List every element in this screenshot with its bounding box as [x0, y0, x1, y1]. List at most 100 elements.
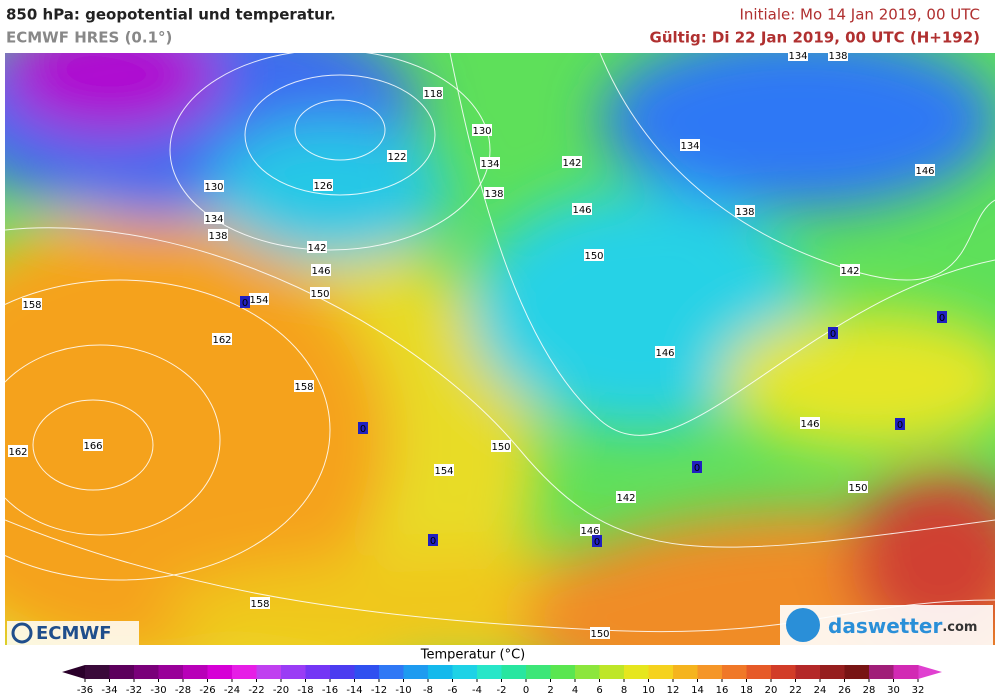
colorbar-tick-label: -34 [101, 685, 117, 696]
contour-label-box [655, 346, 675, 358]
colorbar-tick-label: -24 [224, 685, 240, 696]
model-name: ECMWF HRES (0.1°) [6, 29, 172, 47]
isotherm-label: 0 [242, 298, 248, 309]
colorbar-tick-label: -18 [297, 685, 313, 696]
contour-label-box [915, 164, 935, 176]
contour-label: 118 [423, 89, 442, 100]
colorbar-tick-label: -30 [150, 685, 166, 696]
contour-label: 142 [562, 158, 581, 169]
contour-label: 162 [212, 335, 231, 346]
daswetter-domain: .com [942, 620, 977, 635]
isotherm-label: 0 [830, 329, 836, 340]
isotherm-label: 0 [939, 313, 945, 324]
contour-label-box [788, 49, 808, 61]
colorbar-tick-label: -2 [497, 685, 507, 696]
contour-label: 154 [434, 466, 453, 477]
init-time: Initiale: Mo 14 Jan 2019, 00 UTC [740, 6, 981, 24]
contour-label-box [423, 87, 443, 99]
colorbar-tick-label: 14 [691, 685, 704, 696]
colorbar-tick-label: 6 [596, 685, 602, 696]
contour-label: 158 [250, 599, 269, 610]
contour-label: 146 [800, 419, 819, 430]
colorbar-tick-label: 10 [642, 685, 655, 696]
contour-label: 130 [204, 182, 223, 193]
colorbar-tick-label: 26 [838, 685, 851, 696]
isotherm-label-box [358, 422, 368, 434]
colorbar-bin [697, 665, 723, 679]
contour-label-box [204, 180, 224, 192]
ecmwf-logo: ECMWF [7, 621, 139, 645]
contour-label: 150 [584, 251, 603, 262]
contour-label-box [8, 445, 28, 457]
isotherm-label: 0 [594, 537, 600, 548]
contour-label-box [616, 491, 636, 503]
colorbar-tick-label: -26 [199, 685, 215, 696]
colorbar-tick-label: 22 [789, 685, 802, 696]
contour-label-box [22, 298, 42, 310]
colorbar-tick-label: -20 [273, 685, 289, 696]
colorbar-bin [183, 665, 208, 679]
colorbar-end [62, 665, 85, 679]
colorbar-bin [869, 665, 894, 679]
isotherm-label: 0 [360, 424, 366, 435]
contour-label-box [311, 264, 331, 276]
contour-label-box [735, 205, 755, 217]
contour-label: 142 [840, 266, 859, 277]
contour-label-box [387, 150, 407, 162]
contour-label: 154 [249, 295, 268, 306]
contour-label-box [590, 627, 610, 639]
contour-label-box [472, 124, 492, 136]
contour-label: 134 [480, 159, 499, 170]
contour-label: 166 [83, 441, 102, 452]
colorbar-bin [232, 665, 257, 679]
contour-label: 146 [572, 205, 591, 216]
contour-label: 158 [22, 300, 41, 311]
contour-label-box [434, 464, 454, 476]
contour-label-box [294, 380, 314, 392]
legend-title: Temperatur (°C) [420, 648, 526, 663]
colorbar-bin [428, 665, 453, 679]
contour-label: 146 [655, 348, 674, 359]
contour-label-box [491, 440, 511, 452]
contour-label: 142 [616, 493, 635, 504]
map-title: 850 hPa: geopotential und temperatur. [6, 6, 336, 24]
contour-label-box [212, 333, 232, 345]
contour-label: 134 [680, 141, 699, 152]
colorbar-tick-label: -14 [346, 685, 362, 696]
colorbar-end [918, 665, 942, 679]
contour-label: 134 [788, 51, 807, 62]
colorbar-bin [746, 665, 772, 679]
colorbar-bin [109, 665, 135, 679]
isotherm-label-box [895, 418, 905, 430]
colorbar-tick-label: -10 [395, 685, 411, 696]
colorbar-tick-label: -36 [77, 685, 93, 696]
contour-label-box [313, 179, 333, 191]
isotherm-label-box [428, 534, 438, 546]
colorbar-tick-label: -8 [423, 685, 433, 696]
contour-label-box [249, 293, 269, 305]
colorbar-tick-label: 20 [765, 685, 778, 696]
contour-label: 150 [310, 289, 329, 300]
contour-label: 126 [313, 181, 332, 192]
colorbar-tick-label: 12 [667, 685, 680, 696]
colorbar-bin [599, 665, 625, 679]
colorbar-bin [134, 665, 159, 679]
colorbar-tick-label: 18 [740, 685, 753, 696]
contour-label-box [584, 249, 604, 261]
contour-label-box [310, 287, 330, 299]
contour-label: 138 [828, 51, 847, 62]
colorbar-tick-label: -6 [448, 685, 458, 696]
colorbar-bin [158, 665, 184, 679]
colorbar-bin [550, 665, 576, 679]
colorbar-bin [673, 665, 698, 679]
isotherm-label: 0 [694, 463, 700, 474]
colorbar-bin [256, 665, 282, 679]
colorbar-bin [477, 665, 502, 679]
colorbar-bin [305, 665, 331, 679]
contour-label-box [484, 187, 504, 199]
colorbar-tick-label: 32 [912, 685, 925, 696]
svg-text:daswetter.com: daswetter.com [828, 614, 977, 638]
colorbar-bin [354, 665, 380, 679]
